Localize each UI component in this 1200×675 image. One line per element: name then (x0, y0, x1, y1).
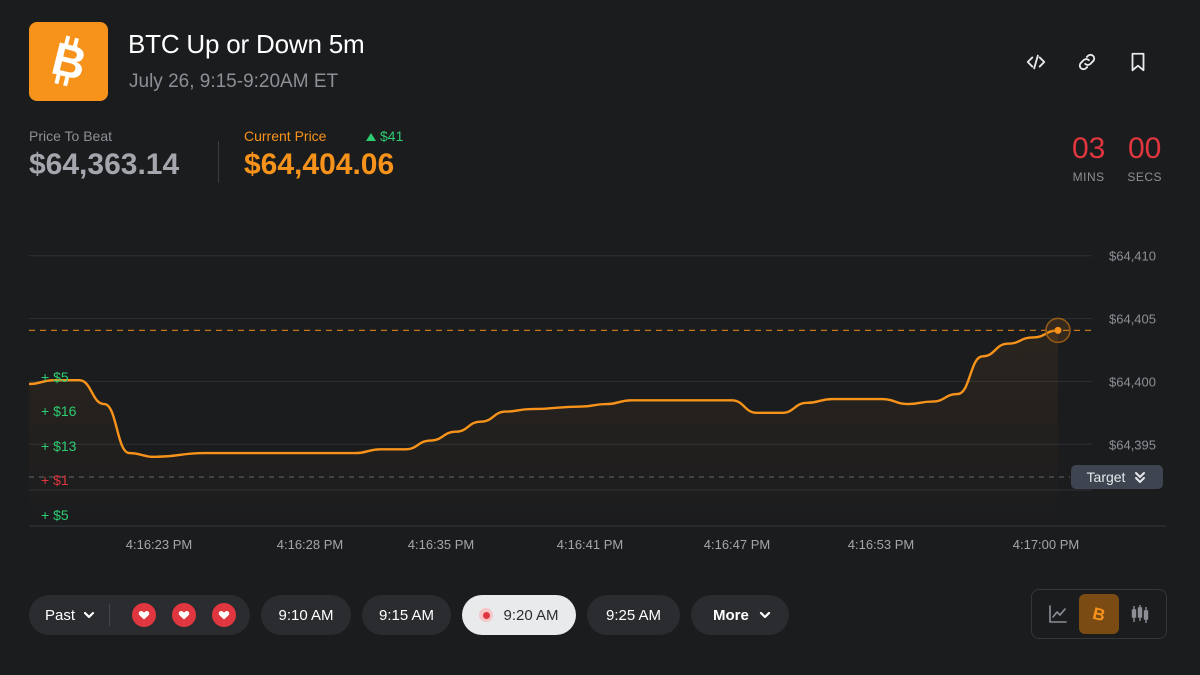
past-label: Past (45, 606, 76, 624)
past-separator (109, 604, 111, 626)
embed-button[interactable] (1024, 50, 1048, 74)
live-dot-icon (479, 608, 494, 622)
price-area-fill (29, 330, 1058, 526)
chart-view-toggle: B (1031, 589, 1167, 639)
past-result-down[interactable] (172, 603, 197, 627)
timer-minutes: 03 MINS (1072, 132, 1105, 184)
timer-seconds: 00 SECS (1127, 132, 1162, 184)
bitcoin-icon: B (46, 35, 91, 89)
price-to-beat-label: Price To Beat (29, 128, 113, 144)
y-tick-label: $64,405 (1109, 312, 1156, 327)
y-tick-label: $64,395 (1109, 437, 1156, 452)
current-price-value: $64,404.06 (244, 148, 395, 181)
time-pill-label: 9:25 AM (605, 606, 662, 624)
bitcoin-logo: B (29, 22, 108, 101)
price-to-beat-value: $64,363.14 (29, 148, 180, 181)
timer-minutes-value: 03 (1071, 132, 1106, 165)
more-label: More (713, 606, 749, 624)
price-line (28, 329, 1059, 459)
time-pill-0910[interactable]: 9:10 AM (261, 595, 352, 635)
chevron-down-icon (83, 611, 95, 619)
candlestick-view-button[interactable] (1120, 594, 1160, 634)
time-pill-0925[interactable]: 9:25 AM (587, 595, 681, 635)
price-divider (218, 141, 219, 183)
bitcoin-view-button[interactable]: B (1078, 594, 1119, 634)
time-pill-0920-active[interactable]: 9:20 AM (462, 595, 577, 635)
current-price-marker-halo (1045, 317, 1071, 344)
price-delta: $41 (366, 128, 403, 144)
price-delta-value: $41 (380, 128, 404, 144)
svg-text:B: B (1091, 604, 1108, 624)
trade-mark-label: + $5 (41, 507, 69, 523)
x-tick-label: 4:17:00 PM (1013, 537, 1080, 552)
past-result-down[interactable] (132, 603, 157, 627)
x-tick-label: 4:16:53 PM (848, 537, 915, 552)
bookmark-button[interactable] (1126, 50, 1150, 74)
past-dropdown[interactable]: Past (29, 595, 251, 635)
target-badge[interactable]: Target (1071, 465, 1163, 489)
link-icon (1078, 53, 1096, 71)
x-tick-label: 4:16:28 PM (277, 537, 344, 552)
market-subtitle: July 26, 9:15-9:20AM ET (129, 71, 339, 92)
copy-link-button[interactable] (1075, 50, 1099, 74)
more-dropdown[interactable]: More (691, 595, 789, 635)
heart-icon (218, 611, 230, 620)
bitcoin-icon: B (1091, 604, 1108, 624)
heart-icon (178, 611, 190, 620)
timer-minutes-label: MINS (1072, 170, 1105, 184)
time-pill-0915[interactable]: 9:15 AM (362, 595, 452, 635)
timer-seconds-value: 00 (1127, 132, 1162, 165)
time-pill-label: 9:15 AM (378, 606, 435, 624)
x-tick-label: 4:16:35 PM (408, 537, 475, 552)
past-result-down[interactable] (212, 603, 237, 627)
code-embed-icon (1026, 54, 1046, 70)
y-tick-label: $64,400 (1109, 374, 1156, 389)
x-tick-label: 4:16:23 PM (126, 537, 193, 552)
line-chart-icon (1049, 605, 1068, 623)
chevron-down-icon (759, 611, 770, 619)
trade-mark-label: + $1 (41, 472, 69, 488)
current-price-label: Current Price (244, 128, 327, 144)
current-price-marker (1054, 326, 1062, 334)
time-pill-label: 9:20 AM (503, 606, 559, 624)
line-chart-view-button[interactable] (1038, 594, 1078, 634)
double-chevron-down-icon (1135, 472, 1146, 483)
header-actions (1024, 50, 1150, 74)
x-tick-label: 4:16:47 PM (704, 537, 771, 552)
trade-mark-label: + $5 (41, 369, 69, 385)
countdown-timer: 03 MINS 00 SECS (1072, 132, 1162, 184)
timer-seconds-label: SECS (1127, 170, 1162, 184)
candlestick-icon (1131, 605, 1148, 623)
market-title: BTC Up or Down 5m (128, 29, 365, 59)
svg-text:B: B (46, 35, 91, 89)
bottom-bar: Past 9:10 AM 9:15 AM 9:20 AM 9:25 AM Mor… (29, 595, 789, 635)
time-pill-label: 9:10 AM (278, 606, 334, 624)
trade-mark-label: + $16 (41, 403, 77, 419)
target-label: Target (1086, 469, 1126, 485)
trade-mark-label: + $13 (41, 438, 77, 454)
up-triangle-icon (366, 132, 376, 141)
y-tick-label: $64,410 (1109, 249, 1156, 264)
bookmark-icon (1131, 52, 1145, 72)
x-tick-label: 4:16:41 PM (557, 537, 624, 552)
heart-icon (138, 611, 150, 620)
